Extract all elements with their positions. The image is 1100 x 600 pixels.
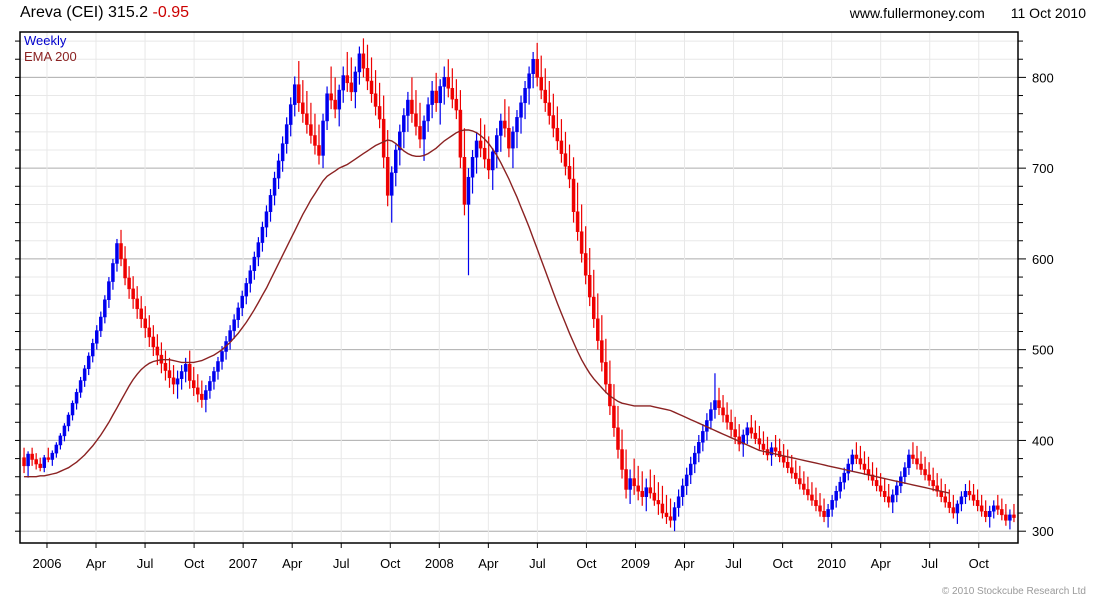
x-axis-tick-label: Oct [576, 556, 597, 571]
x-axis-tick-label: 2006 [33, 556, 62, 571]
x-axis-tick-label: Jul [921, 556, 938, 571]
x-axis-tick-label: Jul [529, 556, 546, 571]
x-axis-tick-label: 2008 [425, 556, 454, 571]
y-axis-tick-label: 300 [1032, 524, 1054, 539]
x-axis-tick-label: Jul [137, 556, 154, 571]
x-axis-tick-label: 2009 [621, 556, 650, 571]
y-axis-tick-label: 700 [1032, 161, 1054, 176]
plot-border [19, 31, 1019, 544]
ema-200-line [24, 129, 950, 494]
major-gridlines [20, 76, 1018, 532]
copyright-notice: © 2010 Stockcube Research Ltd [941, 586, 1086, 597]
x-axis-tick-label: Oct [772, 556, 793, 571]
y-axis-tick-label: 600 [1032, 252, 1054, 267]
instrument-name-and-price: Areva (CEI) 315.2 [20, 4, 149, 21]
x-axis-tick-label: 2007 [229, 556, 258, 571]
vertical-gridlines [46, 32, 980, 548]
x-axis-tick-label: 2010 [817, 556, 846, 571]
y-axis-tick-label: 500 [1032, 343, 1054, 358]
instrument-title: Areva (CEI) 315.2 -0.95 [20, 4, 189, 22]
x-axis-tick-label: Apr [86, 556, 107, 571]
header-right: www.fullermoney.com 11 Oct 2010 [850, 5, 1086, 21]
x-axis-labels: 2006 Apr Jul Oct 2007 Apr Jul Oct 2008 Apr Jul Oct 2… [33, 556, 990, 571]
candlestick-series [22, 38, 1016, 532]
x-axis-tick-label: Apr [871, 556, 892, 571]
x-axis-tick-label: Oct [969, 556, 990, 571]
x-axis-tick-label: Jul [333, 556, 350, 571]
x-axis-tick-label: Oct [380, 556, 401, 571]
legend-weekly-label: Weekly [24, 33, 67, 48]
x-axis-tick-label: Apr [282, 556, 303, 571]
y-axis-ticks [15, 40, 1026, 532]
y-axis-tick-label: 800 [1032, 70, 1054, 85]
y-axis-labels: 300 400 500 600 700 800 [1032, 70, 1054, 539]
legend-ema-label: EMA 200 [24, 49, 77, 64]
x-axis-tick-label: Oct [184, 556, 205, 571]
x-axis-tick-label: Jul [725, 556, 742, 571]
chart-date: 11 Oct 2010 [1010, 5, 1086, 21]
website-url: www.fullermoney.com [849, 5, 985, 21]
price-change: -0.95 [152, 4, 189, 21]
x-axis-tick-label: Apr [478, 556, 499, 571]
x-axis-tick-label: Apr [674, 556, 695, 571]
y-axis-tick-label: 400 [1032, 433, 1054, 448]
chart-header: Areva (CEI) 315.2 -0.95 www.fullermoney.… [0, 0, 1100, 30]
